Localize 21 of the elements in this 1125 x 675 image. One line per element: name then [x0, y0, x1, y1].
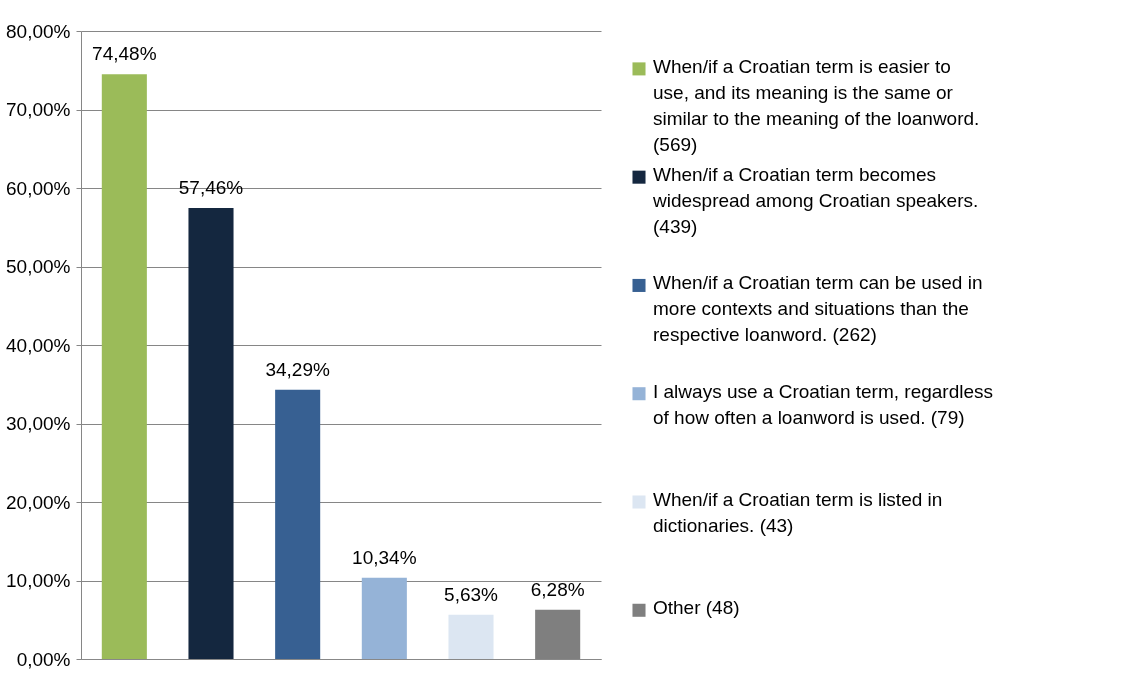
data-label: 5,63% — [444, 583, 499, 605]
y-tick-label: 70,00% — [6, 99, 71, 120]
y-tick-label: 50,00% — [6, 256, 71, 277]
y-tick-label: 40,00% — [6, 334, 71, 356]
data-label: 6,28% — [530, 578, 585, 600]
y-tick-label: 30,00% — [6, 413, 71, 434]
data-label: 74,48% — [92, 43, 157, 65]
legend-label: When/if a Croatian term can be used in more contexts and situations than the respective loanword. (262) — [653, 272, 983, 346]
legend-label: Other (48) — [653, 597, 740, 619]
y-tick-label: 80,00% — [6, 20, 71, 42]
data-label: 57,46% — [178, 176, 244, 198]
y-tick-label: 0,00% — [16, 648, 71, 670]
data-label: 10,34% — [352, 546, 417, 568]
legend-label: When/if a Croatian term becomes widespread among Croatian speakers. (439) — [652, 164, 979, 238]
legend-label: I always use a Croatian term, regardless of how often a loanword is used. (79) — [653, 380, 994, 428]
data-label: 34,29% — [265, 358, 330, 380]
legend-label: When/if a Croatian term is easier to use, and its meaning is the same or similar to the meaning of the loanword. (569) — [653, 55, 980, 155]
y-tick-label: 60,00% — [6, 177, 71, 199]
y-tick-label: 10,00% — [6, 570, 71, 591]
legend-label: When/if a Croatian term is listed in dictionaries. (43) — [653, 489, 943, 536]
y-tick-label: 20,00% — [6, 491, 71, 513]
